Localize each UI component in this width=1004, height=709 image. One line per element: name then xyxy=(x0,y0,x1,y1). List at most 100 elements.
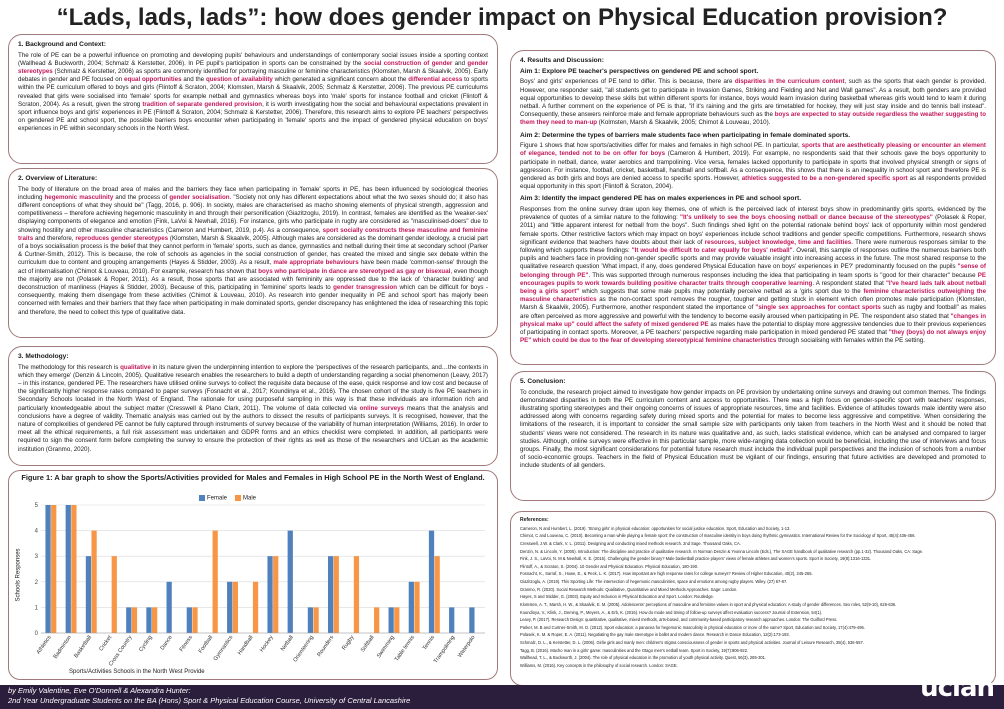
highlight-phrase: PE encourages pupils to work towards bui… xyxy=(520,271,986,287)
reference-item: Polasek, K. M. & Roper, E. A. (2011). Ne… xyxy=(520,632,790,638)
x-tick-label: Cricket xyxy=(98,634,113,652)
reference-item: Klomsten, A. T., Marsh, H. W., & Skaalvi… xyxy=(520,601,897,607)
bar-chart: 0 1 2 3 4 5 Athletics Badminton Basketball Cricke… xyxy=(35,503,485,667)
highlight-phrase: "I've heard lads talk about netball bein… xyxy=(520,279,986,295)
authors-line: by Emily Valentine, Eve O'Donnell & Alex… xyxy=(8,686,191,695)
highlight-phrase: gender socialisation xyxy=(169,193,230,201)
results-heading: 4. Results and Discussion: xyxy=(520,57,604,64)
x-tick-label: Fitness xyxy=(179,635,194,653)
background-heading: 1. Background and Context: xyxy=(18,41,106,48)
reference-item: Granmo, R. (2020). Social Research Metho… xyxy=(520,586,738,592)
course-line: 2nd Year Undergraduate Students on the B… xyxy=(8,696,411,706)
highlight-phrase: question of availability xyxy=(205,76,273,84)
bar-male xyxy=(152,607,158,633)
highlight-phrase: qualitative xyxy=(120,363,151,371)
aim2-title: Aim 2: Determine the types of barriers m… xyxy=(520,131,851,139)
reference-item: Wallhead, T. L., & Buckworth, J. (2004).… xyxy=(520,655,767,661)
x-tick-label: Basketball xyxy=(73,635,93,660)
reference-item: Hayes, S and Stidder, G. (2003). Equity … xyxy=(520,594,714,600)
aim1-text: Boys' and girls' experiences of PE tend … xyxy=(520,78,987,127)
bar-male xyxy=(353,556,360,633)
methodology-text: The methodology for this research is qua… xyxy=(18,363,488,453)
reference-item: Giazitzoglu, A. (2019). This Sporting Li… xyxy=(520,579,788,585)
reference-item: Fink, J. S., LaVoi, N. M & Newhall, K. E… xyxy=(520,556,872,562)
highlight-phrase: male appropriate behaviours xyxy=(273,259,359,267)
bar-male xyxy=(252,581,259,633)
highlight-phrase: sport socially constructs these masculin… xyxy=(18,226,488,242)
aim1-title: Aim 1: Explore PE teacher's perspectives… xyxy=(520,67,759,75)
x-tick-label: Rounders xyxy=(316,635,335,658)
highlight-phrase: reproduces gender stereotypes xyxy=(75,234,169,242)
highlight-phrase: hegemonic masculinity xyxy=(44,193,114,201)
reference-item: Cameron, N and Humbert, L. (2019). 'Stro… xyxy=(520,525,791,531)
x-tick-label: Football xyxy=(198,635,214,655)
highlight-phrase: "sense of belonging through PE" xyxy=(520,263,986,279)
x-tick-label: Dance xyxy=(160,635,174,652)
legend-female: Female xyxy=(199,495,227,503)
aim2-text: Figure 1 shows that how sports/activitie… xyxy=(520,142,986,191)
references-section: References: Cameron, N and Humbert, L. (… xyxy=(510,511,996,686)
reference-item: Parker, M. B and Curtner-Smith, M. D. (2… xyxy=(520,624,865,630)
methodology-heading: 3. Methodology: xyxy=(18,353,69,360)
bar-female xyxy=(45,505,51,633)
bar-female xyxy=(267,556,273,633)
y-tick-label: 4 xyxy=(35,529,39,535)
background-section: 1. Background and Context: The role of P… xyxy=(8,34,498,164)
reference-item: Cresswell, J.W. & Clark, V. L. (2011). D… xyxy=(520,540,741,546)
bar-female xyxy=(428,530,435,633)
x-tick-label: Rugby xyxy=(341,635,355,652)
footer-bar: by Emily Valentine, Eve O'Donnell & Alex… xyxy=(0,673,1004,709)
x-tick-label: Netball xyxy=(280,635,295,653)
x-tick-label: Gymnastics xyxy=(213,635,235,663)
highlight-phrase: "they (boys) do not always enjoy PE" whi… xyxy=(520,328,986,345)
bar-female xyxy=(388,607,394,633)
bar-female xyxy=(65,505,71,633)
poster-title: “Lads, lads, lads”: how does gender impa… xyxy=(56,4,948,31)
x-tick-label: Softball xyxy=(360,635,376,654)
chart-y-label: Schools Responses xyxy=(15,548,22,602)
x-tick-label: Badminton xyxy=(53,635,73,660)
bar-female xyxy=(186,607,192,633)
reference-item: Williams, M. (2016). Key concepts in the… xyxy=(520,662,678,668)
x-tick-label: Handball xyxy=(237,635,255,657)
bar-male xyxy=(51,505,57,633)
highlight-phrase: "It's unlikely to see the boys choosing … xyxy=(680,214,933,222)
x-tick-label: Athletics xyxy=(36,635,53,656)
x-tick-label: Tennis xyxy=(422,635,436,652)
x-tick-label: Orienteering xyxy=(293,635,316,664)
highlight-phrase: resources, subject knowledge, time and f… xyxy=(704,238,852,246)
bar-female xyxy=(227,581,233,633)
x-tick-label: Swimming xyxy=(376,635,396,660)
x-tick-label: Trampolining xyxy=(433,635,456,665)
background-text: The role of PE can be a powerful influen… xyxy=(18,51,489,133)
references-heading: References: xyxy=(520,517,549,523)
results-section: 4. Results and Discussion: Aim 1: Explor… xyxy=(510,50,996,365)
footer-authors: by Emily Valentine, Eve O'Donnell & Alex… xyxy=(8,686,410,706)
bar-female xyxy=(166,581,172,633)
x-tick-label: Hockey xyxy=(259,635,275,654)
bar-male xyxy=(394,607,400,633)
references-list: Cameron, N and Humbert, L. (2019). 'Stro… xyxy=(520,526,986,669)
aim3-text: Responses from the online survey draw up… xyxy=(520,206,987,345)
bar-male xyxy=(131,607,138,633)
uclan-logo: uclan xyxy=(920,673,995,703)
highlight-phrase: gender transgression xyxy=(333,283,398,291)
bar-male xyxy=(71,505,77,633)
aim3-title: Aim 3: Identify the impact gendered PE h… xyxy=(520,195,802,203)
bar-female xyxy=(469,607,475,633)
literature-text: The body of literature on the broad area… xyxy=(18,185,488,316)
bar-male xyxy=(414,581,420,633)
conclusion-text: To conclude, the research project aimed … xyxy=(520,388,986,470)
bar-female xyxy=(449,607,455,633)
bar-male xyxy=(111,556,117,633)
reference-item: Leavy, P. (2017). Research Design: quant… xyxy=(520,617,838,623)
y-tick-label: 1 xyxy=(35,605,39,611)
bar-female xyxy=(126,607,132,633)
literature-heading: 2. Overview of Literature: xyxy=(18,175,98,182)
highlight-phrase: "It would be difficult to cater equally … xyxy=(631,247,793,254)
y-tick-label: 0 xyxy=(35,631,39,637)
chart-panel: Figure 1: A bar graph to show the Sports… xyxy=(8,470,498,680)
highlight-phrase: athletics suggested to be a non-gendered… xyxy=(741,174,908,182)
highlight-phrase: gender stereotypes xyxy=(18,59,489,76)
bar-male xyxy=(212,530,218,633)
